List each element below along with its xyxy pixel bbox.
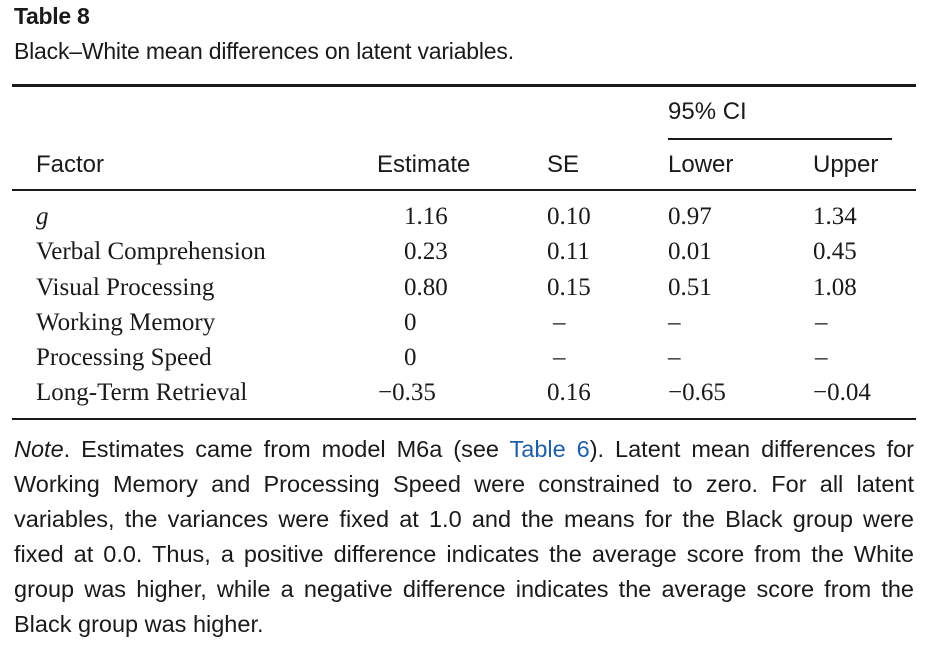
- table-row-se: –: [553, 309, 566, 336]
- table-6-link[interactable]: Table 6: [509, 436, 590, 462]
- top-rule: [12, 84, 916, 87]
- bottom-rule: [12, 418, 916, 420]
- column-header-factor: Factor: [36, 151, 105, 178]
- table-row-se: 0.16: [547, 379, 591, 406]
- table-row-upper: 0.45: [813, 238, 857, 265]
- table-row-se: 0.15: [547, 274, 591, 301]
- ci-group-header: 95% CI: [668, 98, 747, 125]
- table-row-factor: Working Memory: [36, 309, 216, 336]
- ci-rule: [668, 138, 892, 140]
- table-row-upper: −0.04: [813, 379, 871, 406]
- column-header-upper: Upper: [813, 151, 879, 178]
- table-row-estimate: 0: [404, 344, 417, 371]
- table-caption-title: Black–White mean differences on latent v…: [14, 38, 514, 64]
- table-row-upper: –: [815, 309, 828, 336]
- table-row-estimate: 1.16: [404, 203, 448, 230]
- table-row-lower: 0.51: [668, 274, 712, 301]
- table-row-lower: –: [668, 344, 681, 371]
- table-row-se: –: [553, 344, 566, 371]
- table-row-factor: g: [36, 203, 49, 230]
- table-row-estimate: 0: [404, 309, 417, 336]
- column-header-estimate: Estimate: [377, 151, 471, 178]
- table-row-lower: −0.65: [668, 379, 726, 406]
- table-row-se: 0.11: [547, 238, 590, 265]
- table-row-lower: –: [668, 309, 681, 336]
- header-rule: [12, 189, 916, 191]
- table-row-factor: Processing Speed: [36, 344, 212, 371]
- table-row-lower: 0.97: [668, 203, 712, 230]
- column-header-lower: Lower: [668, 151, 734, 178]
- table-note: Note. Estimates came from model M6a (see…: [14, 432, 914, 642]
- table-row-lower: 0.01: [668, 238, 712, 265]
- table-row-estimate: −0.35: [378, 379, 436, 406]
- table-caption-number: Table 8: [14, 3, 90, 29]
- table-row-se: 0.10: [547, 203, 591, 230]
- table-row-factor: Long-Term Retrieval: [36, 379, 248, 406]
- column-header-se: SE: [547, 151, 580, 178]
- note-text-start: . Estimates came from model M6a (see: [63, 436, 510, 462]
- table-row-upper: –: [815, 344, 828, 371]
- table-row-upper: 1.08: [813, 274, 857, 301]
- table-row-factor: Verbal Comprehension: [36, 238, 266, 265]
- table-row-estimate: 0.23: [404, 238, 448, 265]
- table-row-upper: 1.34: [813, 203, 857, 230]
- note-text-end: ). Latent mean differences for Working M…: [14, 436, 914, 637]
- note-label: Note: [14, 436, 64, 462]
- table-row-estimate: 0.80: [404, 274, 448, 301]
- table-row-factor: Visual Processing: [36, 274, 215, 301]
